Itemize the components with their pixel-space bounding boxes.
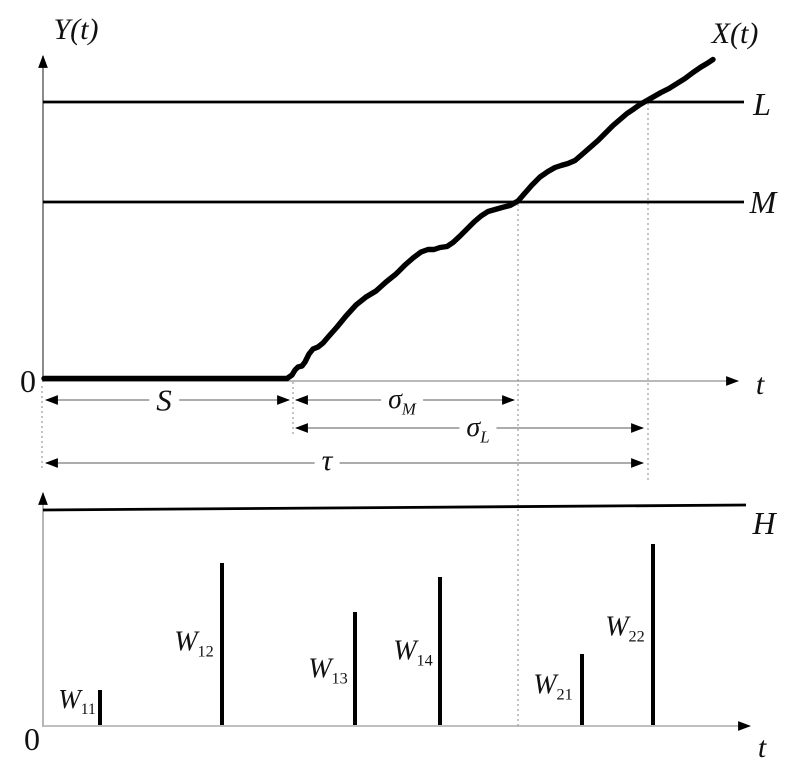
impulse-W22-label: W22 <box>605 611 645 646</box>
impulse-W12-label: W12 <box>174 626 214 661</box>
W13-sub: 13 <box>331 669 348 688</box>
top-origin-label: 0 <box>20 363 36 399</box>
impulse-W21-label: W21 <box>533 669 573 704</box>
guide-lines <box>41 103 649 726</box>
top-t-axis-label: t <box>755 368 765 401</box>
interval-S-label: S <box>149 384 179 416</box>
sigma-L-sub: L <box>480 427 490 447</box>
process-curve <box>41 56 716 382</box>
level-H-label: H <box>752 505 776 541</box>
interval-sigma-L-label: σL <box>459 411 497 447</box>
sigma-M-base: σ <box>388 383 402 415</box>
W11-sub: 11 <box>80 701 96 719</box>
W12-base: W <box>174 626 198 658</box>
impulses <box>98 544 655 725</box>
threshold-L-label: L <box>753 86 771 122</box>
sigma-L-base: σ <box>466 411 481 443</box>
y-axis-label: Y(t) <box>53 13 99 46</box>
interval-tau-label: τ <box>314 446 340 476</box>
bottom-t-axis-label: t <box>757 731 767 764</box>
dimension-arrows <box>44 395 645 468</box>
top-plot <box>38 54 744 386</box>
impulse-W11-label: W11 <box>58 686 96 718</box>
W22-sub: 22 <box>628 627 645 646</box>
bottom-plot <box>38 491 752 731</box>
interval-sigma-M-label: σM <box>381 383 423 419</box>
W14-base: W <box>393 635 417 667</box>
threshold-M-label: M <box>749 184 777 220</box>
W22-base: W <box>605 611 629 643</box>
W21-sub: 21 <box>556 685 573 704</box>
W14-sub: 14 <box>416 651 433 670</box>
sigma-M-sub: M <box>401 399 416 419</box>
impulse-W13-label: W13 <box>308 653 348 688</box>
level-H-line <box>42 503 747 512</box>
process-curve-label: X(t) <box>711 17 759 50</box>
W13-base: W <box>308 653 332 685</box>
W12-sub: 12 <box>197 642 214 661</box>
W21-base: W <box>533 669 557 701</box>
W11-base: W <box>58 684 81 715</box>
impulse-W14-label: W14 <box>393 635 433 670</box>
bottom-origin-label: 0 <box>24 721 40 757</box>
